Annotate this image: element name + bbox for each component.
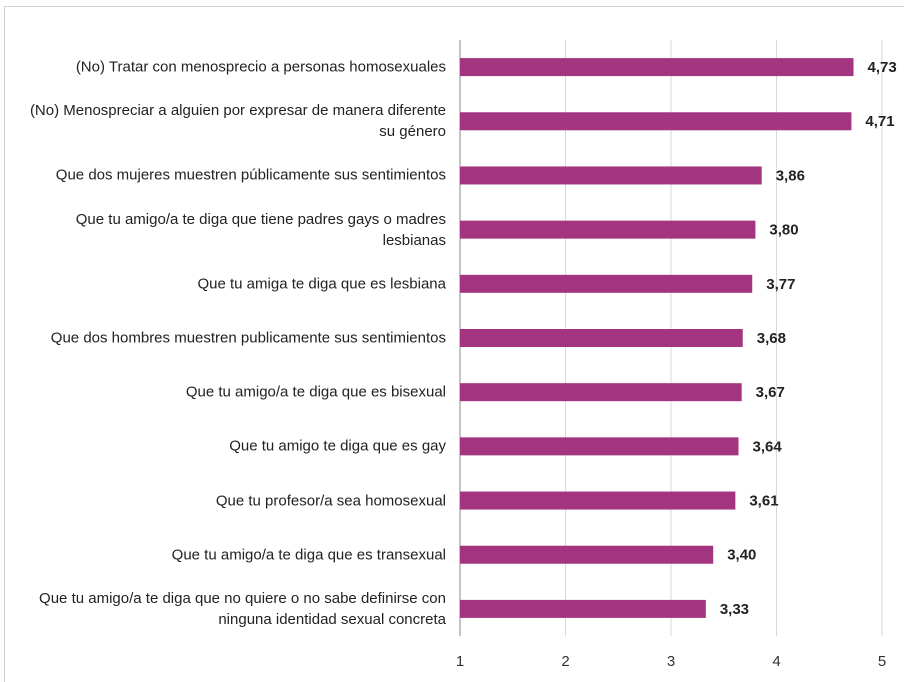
bar	[460, 383, 742, 402]
bar	[460, 220, 756, 239]
x-tick-label: 3	[667, 653, 675, 670]
bar	[460, 329, 743, 347]
y-tick-label: Que tu amigo/a te diga que tiene padres …	[75, 210, 446, 249]
value-label: 4,73	[868, 59, 897, 76]
bar	[460, 437, 739, 456]
value-label: 3,40	[727, 547, 756, 564]
y-tick-label: Que dos mujeres muestren públicamente su…	[55, 166, 446, 184]
y-tick-label: (No) Tratar con menosprecio a personas h…	[75, 58, 446, 76]
y-tick-label: Que tu profesor/a sea homosexual	[215, 492, 446, 510]
bar	[460, 112, 852, 131]
y-tick-label: Que tu amigo/a te diga que es transexual	[171, 546, 446, 564]
value-label: 3,61	[749, 493, 778, 510]
bar	[460, 166, 762, 185]
value-label: 3,33	[720, 601, 749, 618]
y-tick-label: Que dos hombres muestren publicamente su…	[50, 329, 446, 347]
x-tick-label: 4	[772, 653, 780, 670]
value-label: 4,71	[865, 113, 894, 130]
y-tick-label: Que tu amigo/a te diga que es bisexual	[185, 383, 446, 401]
value-label: 3,80	[769, 222, 798, 239]
value-label: 3,77	[766, 276, 795, 293]
y-tick-label: Que tu amigo/a te diga que no quiere o n…	[39, 589, 446, 628]
y-tick-label: (No) Menospreciar a alguien por expresar…	[29, 102, 446, 141]
value-label: 3,64	[753, 438, 783, 455]
y-tick-label: Que tu amigo te diga que es gay	[229, 437, 446, 455]
value-label: 3,68	[757, 330, 786, 347]
bar	[460, 545, 714, 564]
bar	[460, 274, 753, 293]
y-tick-label: Que tu amiga te diga que es lesbiana	[197, 275, 446, 293]
x-tick-label: 5	[878, 653, 886, 670]
value-label: 3,86	[776, 167, 805, 184]
bar	[460, 599, 706, 618]
bar	[460, 491, 736, 510]
x-tick-label: 1	[456, 653, 464, 670]
chart-frame	[4, 6, 904, 682]
value-label: 3,67	[756, 384, 785, 401]
x-tick-label: 2	[561, 653, 569, 670]
bar	[460, 58, 854, 77]
